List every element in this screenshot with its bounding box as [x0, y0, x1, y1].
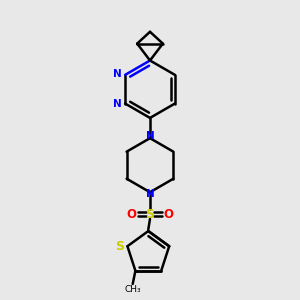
Text: O: O	[126, 208, 136, 221]
Text: CH₃: CH₃	[124, 285, 141, 294]
Text: O: O	[164, 208, 174, 221]
Text: S: S	[116, 240, 124, 253]
Text: N: N	[113, 69, 122, 79]
Text: N: N	[146, 131, 154, 142]
Text: N: N	[146, 189, 154, 199]
Text: N: N	[113, 99, 122, 109]
Text: S: S	[146, 208, 154, 221]
